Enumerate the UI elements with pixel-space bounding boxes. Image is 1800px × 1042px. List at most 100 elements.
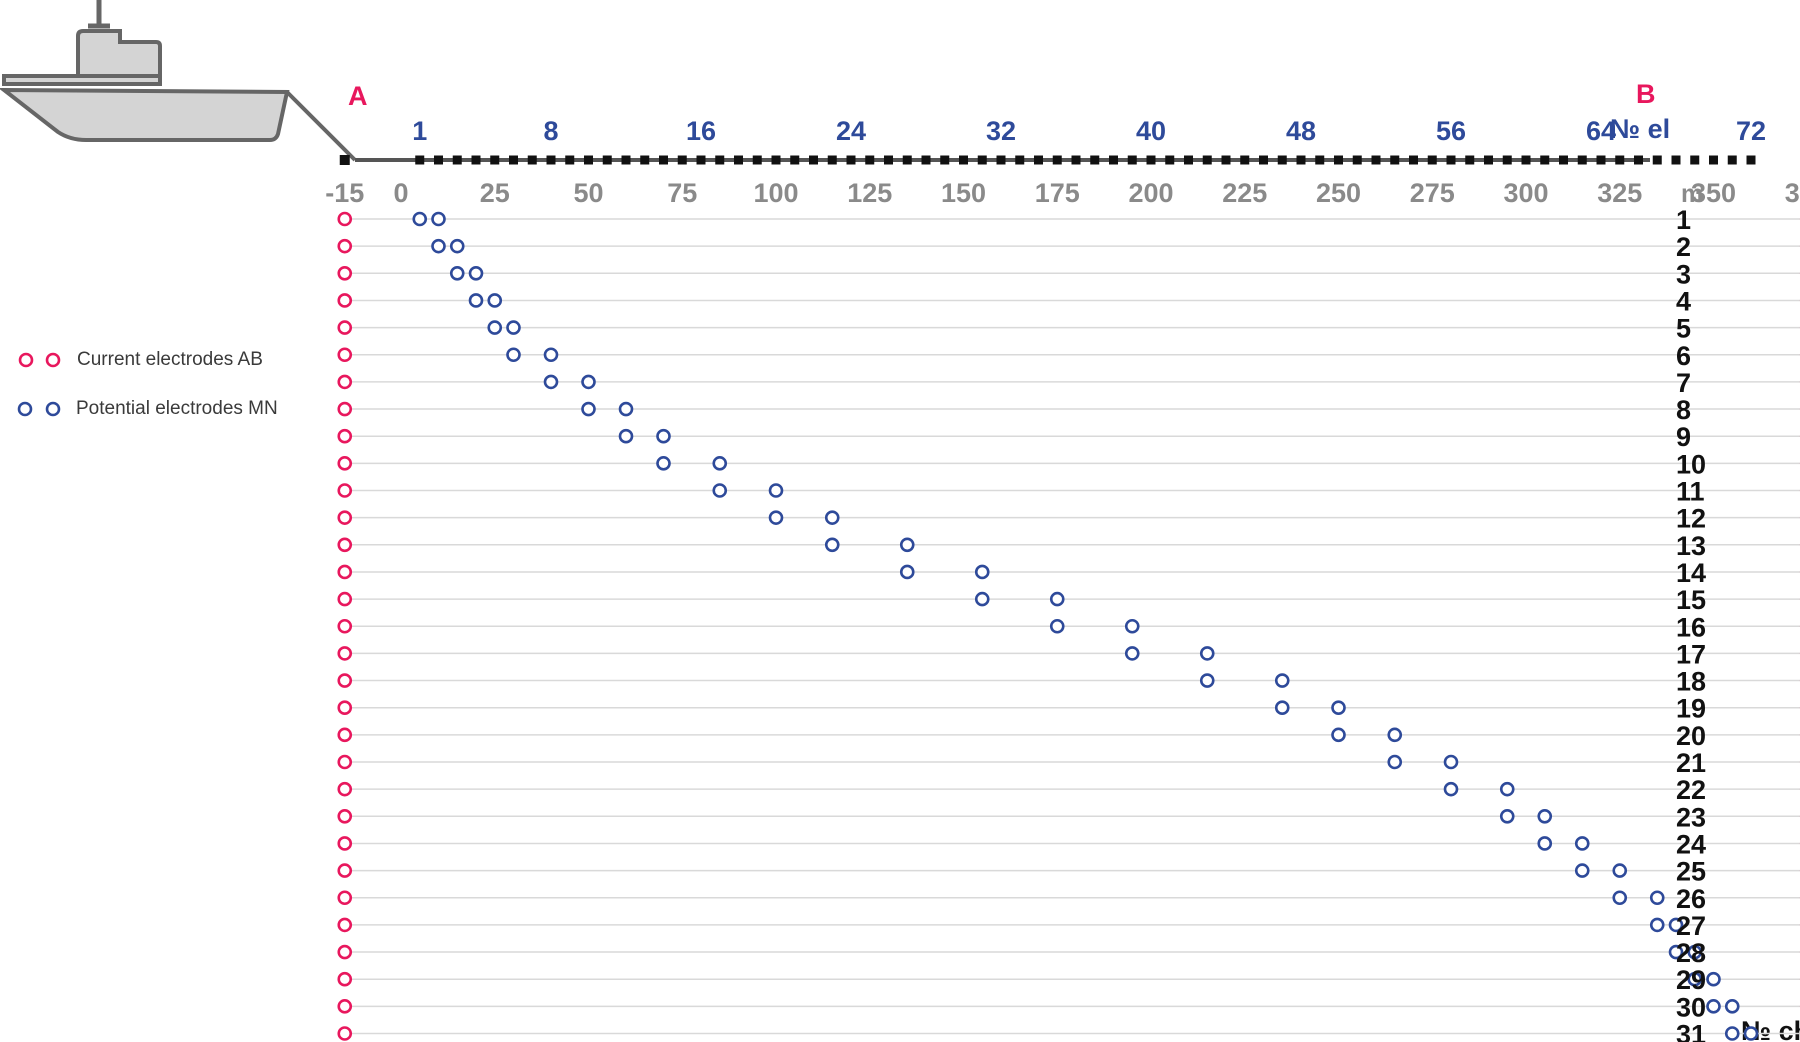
cable-electrode: [415, 155, 425, 165]
cable-electrode: [1446, 155, 1456, 165]
current-electrode-a-marker: [337, 917, 353, 933]
channel-number-label: 18: [1676, 667, 1706, 697]
channel-number-label: 31: [1676, 1020, 1706, 1042]
current-electrode-a-marker: [337, 999, 353, 1014]
potential-electrode-n-marker: [1537, 808, 1553, 824]
electrode-tick-label: 16: [686, 116, 716, 146]
current-electrode-a-marker: [337, 265, 353, 281]
electrode-number-unit: № el: [1610, 114, 1670, 144]
channel-number-label: 29: [1676, 965, 1706, 995]
distance-tick-label: 175: [1035, 178, 1080, 208]
potential-electrode-n-marker: [824, 510, 840, 525]
electrode-tick-label: 48: [1286, 116, 1316, 146]
distance-tick-labels: -15 0 25 50 75 100 125 150 175 200 225 250 275 300 325…: [325, 178, 1800, 208]
cable-electrode: [1071, 155, 1081, 165]
cable-electrode: [884, 155, 893, 165]
cable-electrode: [1727, 155, 1737, 165]
distance-tick-label: 250: [1316, 178, 1361, 208]
current-electrode-a-marker: [337, 781, 353, 797]
channel-number-label: 14: [1676, 558, 1706, 588]
cable-electrode: [1334, 155, 1343, 165]
cable-electrode: [452, 155, 462, 165]
potential-electrode-n-marker: [449, 238, 465, 254]
potential-electrode-m-marker: [1668, 944, 1684, 960]
potential-electrode-n-marker: [1668, 917, 1684, 933]
legend-current-marker: [18, 352, 34, 368]
potential-electrode-n-marker: [1274, 673, 1290, 688]
cable-electrode: [640, 155, 650, 165]
potential-electrode-n-marker: [543, 347, 559, 363]
cable-electrode: [977, 155, 987, 165]
potential-electrode-n-marker: [974, 564, 990, 580]
potential-electrode-n-marker: [1574, 836, 1590, 851]
potential-electrode-m-marker: [824, 537, 840, 553]
current-electrode-a-marker: [337, 808, 353, 824]
legend-potential-marker: [17, 401, 33, 417]
potential-electrode-n-marker: [581, 374, 596, 390]
current-electrode-a-marker: [337, 673, 353, 688]
channel-number-label: 7: [1676, 368, 1691, 398]
current-electrode-a-marker: [337, 238, 353, 254]
distance-tick-label: 25: [480, 178, 510, 208]
current-electrode-a-marker: [337, 863, 353, 878]
channel-number-label: 23: [1676, 802, 1706, 832]
legend: Current electrodes AB Potential electrod…: [17, 349, 278, 419]
electrode-tick-label: 64: [1586, 116, 1616, 146]
distance-tick-label: 75: [667, 178, 697, 208]
channel-number-label: 11: [1676, 477, 1705, 507]
potential-electrode-m-marker: [1724, 1026, 1740, 1041]
potential-electrode-m-marker: [468, 293, 484, 308]
potential-electrode-m-marker: [618, 428, 634, 444]
cable-electrode: [846, 155, 856, 165]
cable-electrode: [1165, 155, 1175, 165]
cable-electrode: [1090, 155, 1100, 165]
channel-number-label: 30: [1676, 992, 1706, 1022]
potential-electrode-n-marker: [712, 456, 728, 471]
current-electrode-a-marker: [337, 618, 353, 634]
electrode-tick-labels: 1 8 16 24 32 40 48 56 64 72: [412, 116, 1766, 146]
distance-tick-label: 100: [753, 178, 798, 208]
potential-electrode-m-marker: [487, 320, 503, 335]
channel-number-label: 16: [1676, 612, 1706, 642]
current-electrode-a-marker: [337, 537, 353, 553]
potential-electrode-n-marker: [1331, 700, 1346, 716]
current-electrode-a-marker: [337, 456, 353, 471]
potential-electrode-m-marker: [1387, 754, 1403, 770]
cable-electrode: [1052, 155, 1062, 165]
current-electrode-a-marker: [337, 700, 353, 716]
channel-number-label: 8: [1676, 395, 1691, 425]
cable-electrode: [527, 155, 537, 165]
cable-electrode: [584, 155, 593, 165]
cable-electrode: [715, 155, 725, 165]
cable-electrode: [434, 155, 443, 165]
potential-electrode-m-marker: [1124, 646, 1140, 661]
cable-electrode: [1634, 155, 1643, 165]
cable-electrode: [509, 155, 518, 165]
channel-number-label: 28: [1676, 938, 1706, 968]
potential-electrode-n-marker: [1687, 944, 1703, 960]
potential-electrode-n-marker: [468, 265, 484, 281]
channel-number-label: 4: [1676, 286, 1691, 316]
cable-electrode: [734, 155, 743, 165]
channel-number-label: 27: [1676, 911, 1706, 941]
cable-electrode: [1521, 155, 1531, 165]
potential-electrode-m-marker: [581, 401, 596, 417]
current-electrode-a-marker: [337, 347, 353, 363]
channel-number-label: 5: [1676, 314, 1691, 344]
potential-electrode-m-marker: [449, 265, 465, 281]
distance-tick-label: 0: [393, 178, 408, 208]
cable-electrode: [940, 155, 950, 165]
potential-electrode-n-marker: [656, 428, 671, 444]
cable-electrode: [790, 155, 800, 165]
cable-electrode: [1502, 155, 1512, 165]
potential-electrode-n-marker: [1649, 890, 1665, 906]
cable-electrode: [565, 155, 575, 165]
channel-number-label: 26: [1676, 884, 1706, 914]
current-electrode-a-marker: [337, 727, 353, 743]
cable-electrode: [1315, 155, 1325, 165]
legend-current-label: Current electrodes AB: [77, 349, 263, 370]
cable-electrode: [1184, 155, 1193, 165]
potential-electrode-m-marker: [768, 510, 784, 525]
channel-number-label: 13: [1676, 531, 1706, 561]
cable-electrode: [1671, 155, 1681, 165]
